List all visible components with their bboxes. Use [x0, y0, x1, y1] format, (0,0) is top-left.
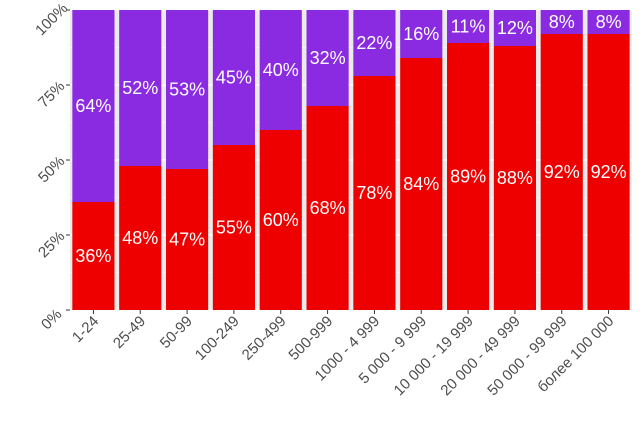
y-tick-label: 50%: [35, 153, 68, 186]
bar-segment-1: [540, 34, 583, 310]
data-label: 45%: [216, 68, 252, 88]
data-label: 48%: [122, 228, 158, 248]
bar-segment-1: [119, 166, 162, 310]
data-label: 8%: [596, 12, 622, 32]
data-label: 52%: [122, 78, 158, 98]
data-label: 92%: [544, 162, 580, 182]
data-label: 16%: [403, 24, 439, 44]
data-label: 53%: [169, 80, 205, 100]
bar-segment-2: [72, 10, 115, 202]
data-label: 60%: [263, 210, 299, 230]
bar-segment-2: [259, 10, 302, 130]
bar-segment-1: [166, 169, 209, 310]
bar-segment-2: [587, 10, 630, 34]
data-label: 32%: [310, 48, 346, 68]
data-label: 8%: [549, 12, 575, 32]
bar-segment-2: [212, 10, 255, 145]
y-tick-label: 0%: [38, 306, 65, 333]
x-tick-label: 20 000 - 49 999: [437, 313, 523, 399]
bar-segment-2: [400, 10, 443, 58]
bar-segment-2: [119, 10, 162, 166]
bar-segment-1: [447, 43, 490, 310]
data-label: 47%: [169, 230, 205, 250]
bar-segment-1: [493, 46, 536, 310]
x-tick-label: 250-499: [239, 313, 290, 364]
bar-segment-1: [400, 58, 443, 310]
x-tick-label: 50 000 - 99 999: [484, 313, 570, 399]
y-tick-label: 75%: [35, 78, 68, 111]
bar-segment-2: [493, 10, 536, 46]
bar-segment-1: [72, 202, 115, 310]
data-label: 22%: [356, 33, 392, 53]
x-tick-label: 10 000 - 19 999: [391, 313, 477, 399]
bar-segment-2: [353, 10, 396, 76]
x-tick-label: 100-249: [192, 313, 243, 364]
bar-segment-2: [540, 10, 583, 34]
bar-segment-1: [212, 145, 255, 310]
data-label: 68%: [310, 198, 346, 218]
data-label: 40%: [263, 60, 299, 80]
data-label: 12%: [497, 18, 533, 38]
data-label: 84%: [403, 174, 439, 194]
data-label: 64%: [75, 96, 111, 116]
data-label: 92%: [591, 162, 627, 182]
bar-segment-1: [306, 106, 349, 310]
bar-segment-1: [353, 76, 396, 310]
y-tick-label: 25%: [35, 228, 68, 261]
bar-segment-2: [166, 10, 209, 169]
data-label: 78%: [356, 183, 392, 203]
bar-segment-2: [306, 10, 349, 106]
x-axis: 1-24 25-49 50-99100-249250-499500-9991000 …: [69, 310, 617, 399]
x-tick-label: 50-99: [157, 313, 196, 352]
bars: [72, 10, 630, 310]
data-label: 55%: [216, 218, 252, 238]
data-labels: 36% 64% 48% 52% 47% 53% 55% 45% 60% 40% 68% 32% 78% 2…: [75, 12, 626, 266]
x-tick-label: 25-49: [110, 313, 149, 352]
x-tick-label: 1-24: [69, 313, 102, 346]
bar-segment-1: [259, 130, 302, 310]
data-label: 11%: [451, 17, 486, 37]
bar-segment-1: [587, 34, 630, 310]
data-label: 89%: [450, 167, 486, 187]
y-axis: 0% 25% 50% 75% 100%: [32, 0, 71, 333]
y-tick-label: 100%: [32, 0, 71, 39]
bar-segment-2: [447, 10, 490, 43]
data-label: 36%: [75, 246, 111, 266]
data-label: 88%: [497, 168, 533, 188]
